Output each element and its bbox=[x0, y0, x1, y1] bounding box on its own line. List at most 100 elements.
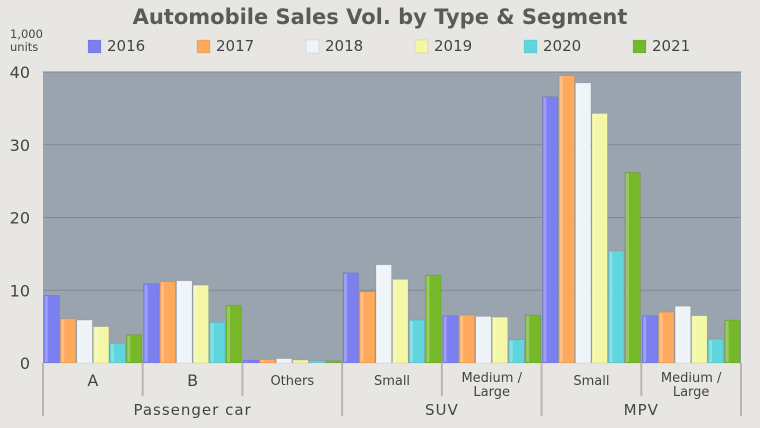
bar-2019-1 bbox=[192, 284, 209, 364]
y-tick-label: 40 bbox=[10, 63, 30, 82]
bar-highlight bbox=[377, 265, 380, 362]
bar-2021-5 bbox=[624, 172, 641, 364]
bar-2020-3 bbox=[408, 319, 425, 364]
bar-highlight bbox=[509, 340, 513, 362]
bar-highlight bbox=[244, 361, 248, 362]
legend-swatch-2016 bbox=[87, 39, 102, 54]
bar-highlight bbox=[676, 307, 680, 362]
bar-highlight bbox=[277, 359, 281, 362]
bar-highlight bbox=[709, 339, 713, 362]
legend-swatch-2020 bbox=[523, 39, 538, 54]
bar-2018-5 bbox=[575, 82, 592, 364]
bar-highlight bbox=[77, 321, 81, 362]
legend-label-2017: 2017 bbox=[216, 37, 254, 55]
bar-highlight bbox=[643, 316, 647, 362]
bar-highlight bbox=[493, 318, 497, 362]
bar-highlight bbox=[476, 317, 480, 362]
bar-highlight bbox=[194, 286, 198, 362]
bar-2021-1 bbox=[225, 305, 242, 364]
plot-area bbox=[43, 71, 741, 363]
bar-2017-5 bbox=[558, 75, 575, 364]
x-category-label: Medium / bbox=[661, 371, 722, 386]
bar-2016-5 bbox=[542, 96, 559, 364]
bar-2021-0 bbox=[126, 334, 143, 364]
bar-2021-6 bbox=[724, 319, 741, 364]
legend-label-2018: 2018 bbox=[325, 37, 363, 55]
y-unit-label-line: units bbox=[10, 40, 38, 54]
bar-highlight bbox=[344, 273, 347, 362]
bar-2020-1 bbox=[209, 321, 226, 364]
legend-swatch-2019 bbox=[414, 39, 429, 54]
x-category-label: A bbox=[87, 371, 98, 390]
bar-highlight bbox=[210, 323, 214, 362]
bar-highlight bbox=[127, 335, 131, 362]
bar-2016-3 bbox=[342, 272, 359, 364]
bar-highlight bbox=[526, 315, 530, 362]
bar-2019-5 bbox=[591, 113, 608, 364]
bar-highlight bbox=[410, 321, 413, 362]
bar-2016-6 bbox=[641, 315, 658, 364]
legend-swatch-2021 bbox=[632, 39, 647, 54]
bar-2019-0 bbox=[93, 326, 110, 364]
bar-2016-2 bbox=[242, 359, 260, 364]
legend: 2016 2017 2018 2019 2020 2021 bbox=[87, 37, 690, 55]
bar-2018-2 bbox=[275, 358, 293, 364]
bar-highlight bbox=[559, 76, 563, 362]
bar-2018-3 bbox=[375, 264, 392, 364]
bar-2020-4 bbox=[508, 339, 525, 364]
bar-2019-4 bbox=[491, 316, 509, 364]
bar-highlight bbox=[110, 344, 114, 362]
bar-2018-6 bbox=[674, 305, 691, 364]
bar-2020-5 bbox=[608, 250, 625, 364]
bar-2021-2 bbox=[325, 360, 342, 364]
bar-highlight bbox=[426, 275, 430, 362]
y-tick-label: 20 bbox=[10, 209, 30, 228]
bar-highlight bbox=[44, 296, 48, 362]
x-category-label: B bbox=[187, 371, 198, 390]
x-category-label: Large bbox=[673, 385, 710, 400]
y-unit-label-line: 1,000 bbox=[10, 27, 43, 41]
bar-2018-1 bbox=[176, 280, 193, 364]
bar-2016-4 bbox=[442, 315, 459, 364]
bar-highlight bbox=[659, 313, 663, 362]
bar-highlight bbox=[94, 327, 98, 362]
bar-2021-4 bbox=[524, 314, 542, 364]
bar-highlight bbox=[592, 114, 596, 362]
legend-swatch-2017 bbox=[196, 39, 211, 54]
x-group-label: MPV bbox=[624, 401, 659, 419]
legend-label-2019: 2019 bbox=[434, 37, 472, 55]
bar-2017-2 bbox=[259, 359, 276, 364]
bars bbox=[43, 75, 741, 364]
bar-highlight bbox=[543, 97, 547, 363]
x-group-label: SUV bbox=[425, 401, 459, 419]
legend-label-2021: 2021 bbox=[652, 37, 690, 55]
bar-highlight bbox=[609, 251, 613, 362]
bar-highlight bbox=[227, 306, 231, 362]
bar-2017-1 bbox=[159, 281, 176, 364]
bar-2019-2 bbox=[292, 359, 309, 364]
x-category-label: Others bbox=[270, 374, 314, 389]
bar-2016-1 bbox=[143, 283, 160, 364]
bar-2017-0 bbox=[60, 318, 77, 364]
bar-2016-0 bbox=[43, 295, 60, 364]
legend-label-2016: 2016 bbox=[107, 37, 145, 55]
x-category-label: Small bbox=[374, 374, 410, 389]
x-category-label: Large bbox=[473, 385, 510, 400]
bar-2018-4 bbox=[475, 316, 492, 364]
bar-highlight bbox=[692, 316, 696, 362]
legend-label-2020: 2020 bbox=[543, 37, 581, 55]
x-category-label: Small bbox=[573, 374, 609, 389]
bar-2021-3 bbox=[425, 274, 442, 364]
bar-highlight bbox=[393, 280, 397, 362]
y-axis: 0 10 20 30 40 bbox=[10, 63, 30, 373]
chart-title: Automobile Sales Vol. by Type & Segment bbox=[133, 5, 628, 29]
bar-2020-6 bbox=[707, 338, 724, 364]
bar-2017-6 bbox=[658, 311, 675, 364]
bar-2017-3 bbox=[359, 291, 376, 364]
bar-highlight bbox=[61, 319, 65, 362]
bar-highlight bbox=[360, 292, 364, 362]
